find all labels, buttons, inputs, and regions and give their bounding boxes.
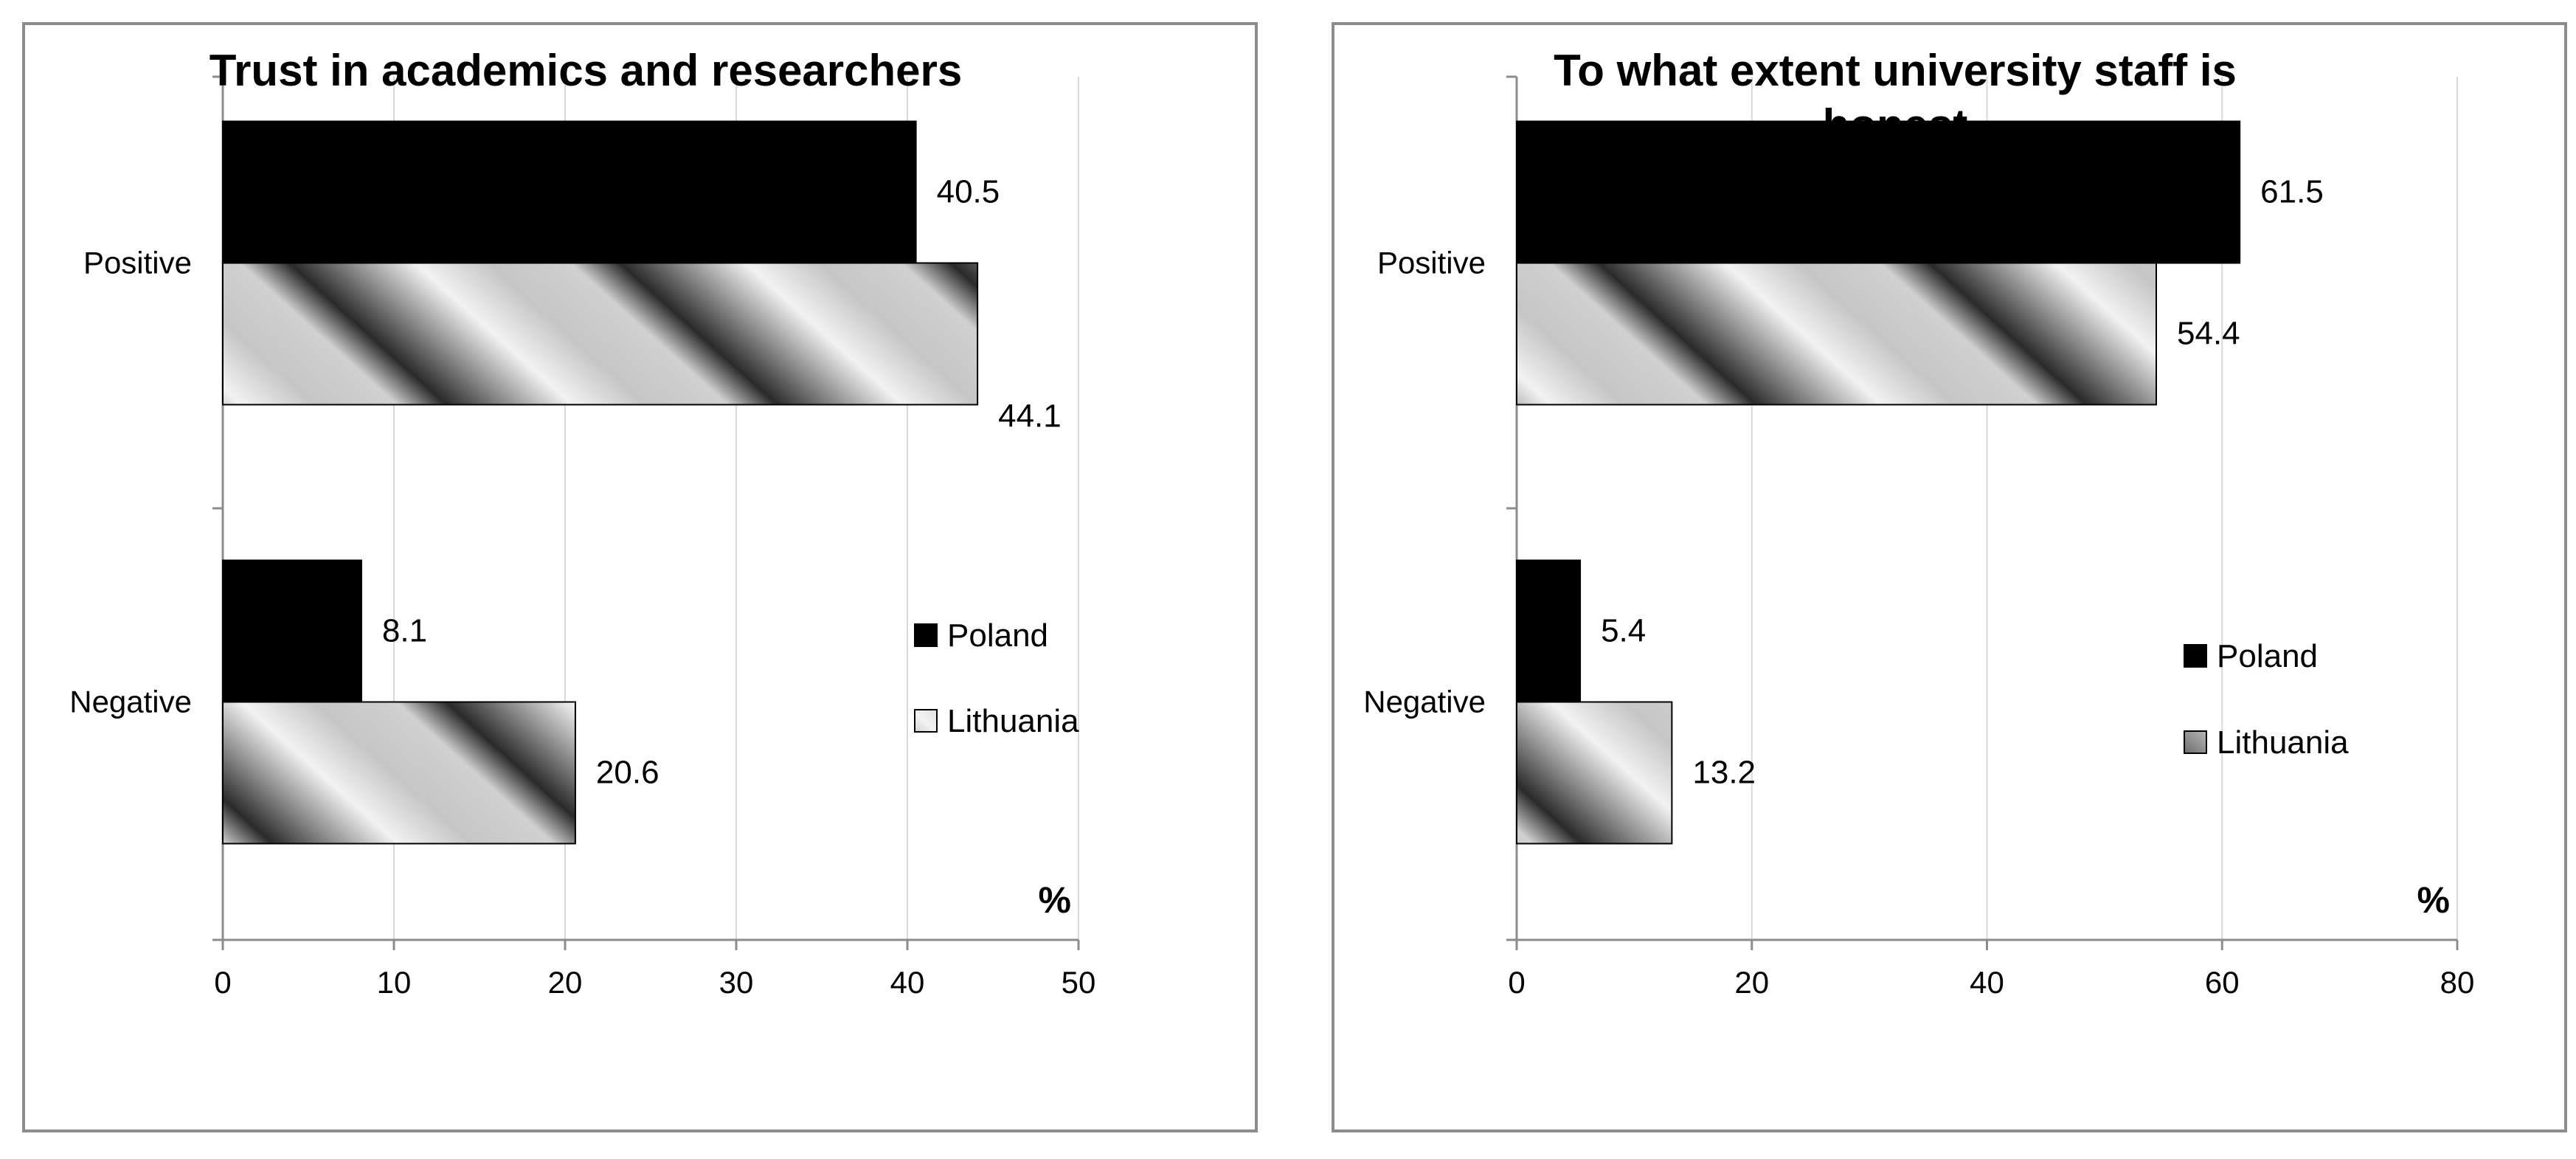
x-tick-label: 0	[214, 965, 231, 1000]
x-tick-label: 20	[1734, 965, 1769, 1000]
x-unit-label: %	[1039, 879, 1071, 921]
x-tick-label: 60	[2205, 965, 2240, 1000]
legend-swatch-lithuania	[2184, 730, 2207, 754]
legend-label-poland: Poland	[2217, 638, 2318, 674]
x-unit-label: %	[2417, 879, 2450, 921]
value-label-lithuania-negative: 13.2	[1692, 755, 1756, 791]
category-label-negative: Negative	[1363, 685, 1486, 719]
category-label-positive: Positive	[1377, 246, 1486, 280]
value-label-lithuania-positive: 44.1	[998, 398, 1062, 435]
legend-swatch-lithuania	[914, 709, 938, 733]
x-tick-label: 50	[1062, 965, 1096, 1000]
chart-panel-trust: 0 10 20 30 40 50 Positive 40.5 44.1 Negative 8.1 20…	[22, 22, 1258, 1132]
value-label-poland-negative: 5.4	[1601, 613, 1646, 649]
x-tick-label: 10	[377, 965, 412, 1000]
bar-poland-negative	[222, 559, 362, 703]
bar-poland-negative	[1516, 559, 1582, 703]
bar-poland-positive	[222, 120, 917, 264]
bar-lithuania-negative	[1516, 701, 1673, 845]
value-label-poland-positive: 61.5	[2260, 174, 2324, 210]
value-label-poland-negative: 8.1	[382, 613, 427, 649]
chart-title: honest	[1823, 100, 1968, 150]
value-label-lithuania-positive: 54.4	[2177, 316, 2240, 352]
value-label-lithuania-negative: 20.6	[596, 755, 659, 791]
chart-trust-in-academics: 0 10 20 30 40 50 Positive 40.5 44.1 Negative 8.1 20…	[69, 46, 1096, 1000]
chart-title: To what extent university staff is	[1554, 46, 2237, 95]
category-label-negative: Negative	[69, 685, 192, 719]
chart-panel-honesty: 0 20 40 60 80 Positive 61.5 54.4 Negative 5.4 13.2…	[1332, 22, 2567, 1132]
x-tick-label: 20	[548, 965, 583, 1000]
legend-label-lithuania: Lithuania	[947, 703, 1079, 739]
bar-poland-positive	[1516, 120, 2241, 264]
x-tick-label: 30	[719, 965, 754, 1000]
chart-title: Trust in academics and researchers	[210, 46, 963, 95]
legend-swatch-poland	[914, 623, 938, 647]
x-tick-label: 40	[1970, 965, 2004, 1000]
x-tick-label: 80	[2440, 965, 2475, 1000]
chart-university-staff-honest: 0 20 40 60 80 Positive 61.5 54.4 Negative 5.4 13.2…	[1363, 46, 2475, 1000]
bar-lithuania-negative	[222, 701, 576, 845]
x-tick-label: 0	[1508, 965, 1525, 1000]
legend-label-lithuania: Lithuania	[2217, 724, 2349, 761]
legend-label-poland: Poland	[947, 617, 1048, 654]
category-label-positive: Positive	[83, 246, 192, 280]
legend-swatch-poland	[2184, 644, 2207, 668]
bar-lithuania-positive	[222, 262, 979, 406]
bar-lithuania-positive	[1516, 262, 2157, 406]
x-tick-label: 40	[890, 965, 925, 1000]
value-label-poland-positive: 40.5	[937, 174, 1000, 210]
